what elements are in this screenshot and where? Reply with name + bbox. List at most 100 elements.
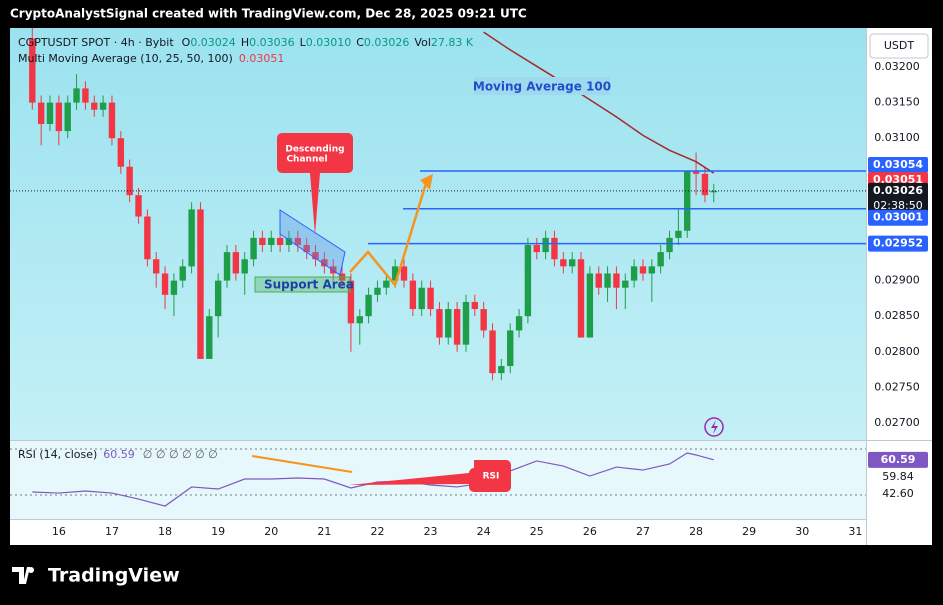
event-icon[interactable] — [704, 417, 724, 437]
y-tick-label: 0.02750 — [874, 380, 920, 393]
currency-button[interactable] — [869, 33, 929, 59]
countdown: 02:38:50 — [873, 199, 922, 212]
price-label-box — [868, 182, 928, 214]
rsi-callout-label: RSI — [483, 472, 500, 482]
candle-body — [152, 259, 160, 274]
x-tick-label: 20 — [264, 525, 278, 538]
x-tick-label: 22 — [370, 525, 384, 538]
moving-average-line — [483, 31, 715, 174]
price-label: 0.03054 — [873, 158, 923, 171]
x-tick-label: 26 — [583, 525, 597, 538]
candle-body — [507, 330, 514, 367]
candle-body — [188, 209, 195, 267]
brand-name: TradingView — [48, 565, 180, 587]
candle-body — [666, 237, 673, 253]
channel-callout — [277, 133, 353, 235]
ohlc-key: H — [241, 36, 249, 49]
candle-body — [471, 301, 478, 310]
price-label: 0.02952 — [873, 237, 923, 250]
brand-logo — [12, 567, 30, 584]
price-label: 0.03051 — [873, 173, 923, 186]
rsi-legend: RSI (14, close) 60.59 ∅ ∅ ∅ ∅ ∅ ∅ — [18, 448, 218, 461]
candle-body — [657, 252, 664, 267]
candle-body — [391, 266, 399, 281]
x-tick-label: 28 — [689, 525, 703, 538]
candle-body — [29, 38, 36, 103]
channel-label: Descending — [285, 145, 344, 155]
candle-body — [418, 287, 425, 310]
candle-body — [241, 259, 248, 274]
price-label: 0.03026 — [873, 184, 923, 197]
candle-body — [480, 309, 487, 331]
x-tick-label: 24 — [477, 525, 491, 538]
candle-body — [365, 294, 372, 317]
candle-body — [117, 138, 125, 167]
candle-body — [533, 244, 540, 253]
candle-body — [568, 259, 576, 267]
ohlc-value: 0.03036 — [249, 36, 295, 49]
candle-body — [622, 280, 629, 288]
rsi-label: 60.59 — [881, 453, 916, 466]
rsi-callout — [349, 460, 511, 492]
candle-body — [223, 252, 231, 281]
projection-arrow — [349, 179, 429, 288]
candle-body — [250, 237, 257, 260]
candle-body — [214, 280, 222, 317]
ohlc-key: Vol — [414, 36, 430, 49]
header-title: CryptoAnalystSignal created with Trading… — [10, 7, 527, 21]
ohlc-key: L — [300, 36, 307, 49]
candle-body — [179, 266, 186, 281]
candle-body — [356, 316, 363, 324]
rsi-label-box — [868, 451, 928, 468]
price-label-box — [868, 235, 928, 252]
candle-body — [692, 170, 700, 174]
ohlc-value: 27.83 K — [431, 36, 474, 49]
candle-body — [710, 190, 717, 193]
candle-body — [701, 173, 709, 196]
ohlc-key: O — [182, 36, 191, 49]
ohlc-value: 0.03026 — [364, 36, 410, 49]
candle-body — [383, 280, 390, 288]
y-tick-label: 0.03150 — [874, 96, 920, 109]
rsi-label-box — [868, 468, 928, 485]
candle-body — [648, 266, 656, 274]
x-tick-label: 30 — [795, 525, 809, 538]
x-tick-label: 27 — [636, 525, 650, 538]
candle-body — [285, 237, 293, 245]
x-tick-label: 16 — [52, 525, 66, 538]
ohlc-value: 0.03010 — [306, 36, 352, 49]
x-tick-label: 31 — [848, 525, 862, 538]
y-tick-label: 0.02700 — [874, 416, 920, 429]
ma-annotation-box — [474, 77, 610, 95]
candle-body — [613, 273, 620, 288]
y-tick-label: 0.02800 — [874, 345, 920, 358]
candle-body — [82, 88, 89, 103]
price-pane — [10, 28, 866, 440]
plot — [10, 27, 866, 507]
candle-body — [436, 309, 443, 338]
indicator-legend: Multi Moving Average (10, 25, 50, 100) 0.… — [18, 52, 284, 65]
rsi-trend-line — [251, 455, 353, 473]
rsi-label: 42.60 — [882, 487, 914, 500]
candle-body — [374, 287, 381, 295]
x-tick-label: 18 — [158, 525, 172, 538]
candle-body — [604, 273, 611, 288]
ohlc-key: C — [356, 36, 364, 49]
candle-body — [99, 102, 107, 110]
candle-body — [498, 366, 505, 374]
ohlc-value: 0.03024 — [190, 36, 236, 49]
rsi-label-box — [868, 485, 928, 502]
indicator-value: 0.03051 — [239, 52, 285, 65]
rsi-value: 60.59 — [103, 448, 135, 461]
candle-body — [409, 280, 417, 310]
candle-body — [303, 244, 310, 253]
candle-body — [197, 209, 204, 359]
support-label: Support Area — [264, 278, 354, 292]
x-tick-label: 17 — [105, 525, 119, 538]
candle-body — [462, 301, 470, 345]
candle-body — [232, 252, 240, 274]
candle-body — [542, 237, 549, 253]
candle-body — [551, 237, 558, 260]
candle-body — [268, 237, 275, 245]
brand-logo-dot — [28, 567, 34, 573]
